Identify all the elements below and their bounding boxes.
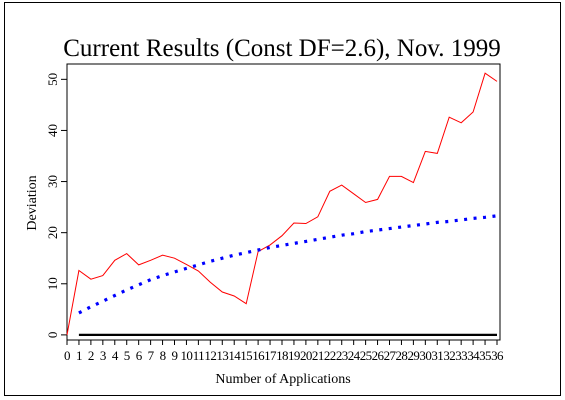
- series-line-0: [66, 72, 498, 335]
- y-axis-label: Deviation: [25, 175, 40, 230]
- x-tick-label: 9: [172, 348, 178, 363]
- y-tick-label: 40: [45, 124, 60, 137]
- y-tick-label: 30: [45, 175, 60, 188]
- x-tick-label: 14: [228, 348, 241, 363]
- x-tick-label: 23: [336, 348, 348, 363]
- y-tick-label: 20: [45, 226, 60, 239]
- x-tick-label: 13: [216, 348, 228, 363]
- x-tick-label: 6: [136, 348, 143, 363]
- x-tick-label: 16: [252, 348, 265, 363]
- x-tick-label: 12: [204, 348, 216, 363]
- x-tick-label: 0: [64, 348, 70, 363]
- x-tick-label: 1: [76, 348, 82, 363]
- x-tick-label: 17: [264, 348, 277, 363]
- x-tick-label: 10: [181, 348, 193, 363]
- x-tick-label: 8: [160, 348, 166, 363]
- plot-area: [66, 63, 501, 341]
- x-tick-label: 21: [312, 348, 324, 363]
- series-line-1: [78, 214, 498, 315]
- x-tick-label: 29: [407, 348, 419, 363]
- x-tick-label: 24: [348, 348, 361, 363]
- chart-frame: [4, 2, 561, 396]
- series-layer: [66, 72, 498, 336]
- x-tick-label: 31: [431, 348, 443, 363]
- x-tick-label: 5: [124, 348, 130, 363]
- x-axis: 0 1 2 3 4 5 6 7 8 9 10 11 12 13 14 15 16 17 18 19 20 21 22 23 24…: [64, 340, 505, 363]
- x-tick-label: 18: [276, 348, 288, 363]
- x-tick-label: 25: [360, 348, 372, 363]
- x-tick-label: 28: [396, 348, 408, 363]
- x-axis-label: Number of Applications: [215, 372, 350, 387]
- x-tick-label: 27: [384, 348, 397, 363]
- y-tick-label: 10: [45, 277, 60, 290]
- x-tick-label: 4: [112, 348, 119, 363]
- x-tick-label: 36: [491, 348, 504, 363]
- x-tick-label: 15: [240, 348, 252, 363]
- x-tick-label: 22: [324, 348, 336, 363]
- y-tick-label: 0: [45, 332, 60, 339]
- x-tick-label: 20: [300, 348, 312, 363]
- x-tick-label: 2: [88, 348, 94, 363]
- x-tick-label: 7: [148, 348, 155, 363]
- x-tick-label: 26: [372, 348, 385, 363]
- x-tick-label: 19: [288, 348, 300, 363]
- x-tick-label: 11: [193, 348, 204, 363]
- x-tick-label: 34: [467, 348, 480, 363]
- x-tick-label: 30: [419, 348, 431, 363]
- x-tick-label: 35: [479, 348, 491, 363]
- x-tick-label: 32: [443, 348, 455, 363]
- y-tick-label: 50: [45, 73, 60, 86]
- chart-title: Current Results (Const DF=2.6), Nov. 199…: [63, 35, 500, 62]
- x-tick-label: 33: [455, 348, 467, 363]
- y-axis: 0 10 20 30 40 50: [45, 73, 67, 338]
- x-tick-label: 3: [100, 348, 106, 363]
